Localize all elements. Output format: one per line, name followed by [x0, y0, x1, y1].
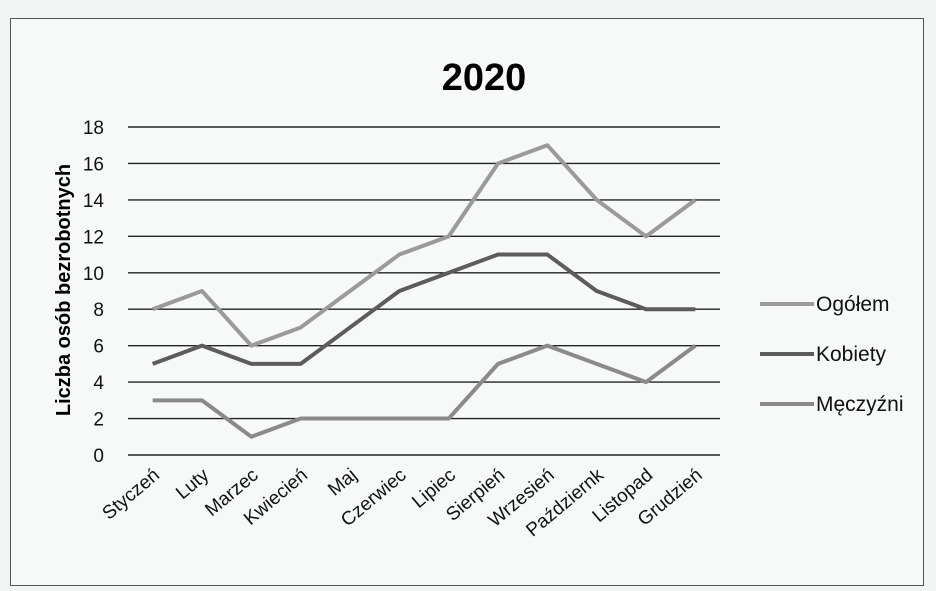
series-lines	[151, 143, 697, 439]
y-tick-label: 18	[83, 118, 104, 139]
y-tick-label: 16	[83, 154, 104, 175]
legend-label-1: Kobiety	[816, 343, 887, 366]
gridlines	[128, 126, 720, 456]
y-tick-label: 8	[93, 300, 104, 321]
y-axis-label: Liczba osób bezrobotnych	[53, 164, 75, 416]
y-tick-label: 10	[83, 264, 104, 285]
y-tick-label: 14	[83, 191, 105, 212]
series-line-0	[151, 143, 697, 348]
y-tick-label: 0	[93, 446, 104, 467]
y-tick-label: 12	[83, 227, 104, 248]
x-tick-label: Luty	[172, 464, 213, 503]
legend-label-2: Męczyźni	[816, 393, 904, 416]
series-line-1	[151, 252, 696, 366]
legend: Ogółem Kobiety Męczyźni	[760, 293, 904, 416]
chart-title: 2020	[442, 57, 527, 99]
y-tick-labels: 0 2 4 6 8 10 12 14 16 18	[83, 118, 105, 467]
y-tick-label: 2	[93, 410, 104, 431]
x-tick-label: Styczeń	[99, 465, 164, 525]
y-tick-label: 4	[93, 373, 104, 394]
series-line-2	[152, 343, 697, 439]
legend-label-0: Ogółem	[816, 293, 890, 316]
x-tick-label: Maj	[324, 465, 361, 501]
y-tick-label: 6	[93, 337, 104, 358]
